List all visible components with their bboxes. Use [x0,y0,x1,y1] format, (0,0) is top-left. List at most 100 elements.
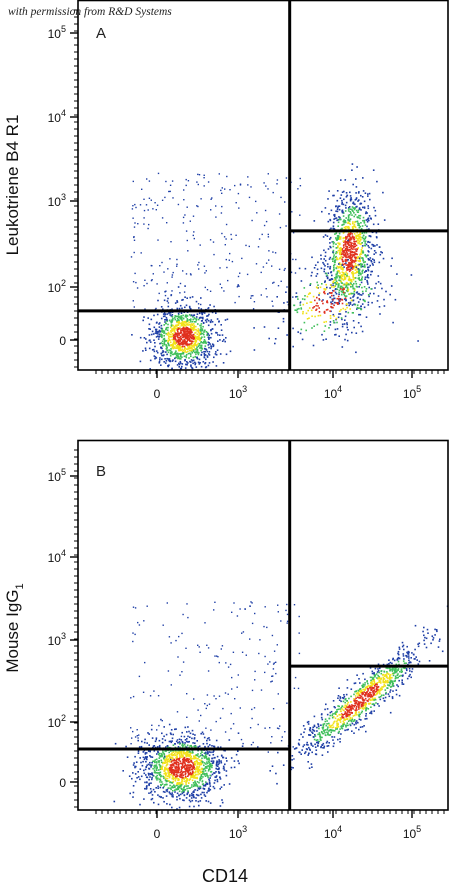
panel-b-pop1-event [386,663,389,666]
panel-b-pop1-event [374,698,377,701]
panel-b-pop0-event [166,803,168,805]
panel-a-pop1-event [346,194,348,197]
panel-b-pop0-event [186,753,188,755]
panel-a-pop1-event [371,270,373,273]
panel-b-pop0-event [150,791,152,794]
panel-b-pop0-event [195,800,197,802]
panel-a-pop2-event [317,314,320,317]
panel-b-pop1-event [381,688,383,691]
panel-a-pop1-event [322,339,325,341]
panel-a-pop2-event [383,305,386,307]
panel-a-pop1-event [359,298,361,301]
panel-a-pop1-event [358,236,361,238]
panel-b-pop0-event [223,784,225,786]
panel-a-pop0-event [221,334,224,336]
panel-a-pop0-event [214,323,216,326]
panel-b-pop1-event [401,681,403,684]
panel-a-pop0-event [191,349,193,352]
panel-a-pop3-event [134,222,136,224]
panel-a-pop3-event [271,265,273,267]
panel-b-pop1-event [406,645,408,648]
panel-a-pop1-event [340,255,343,258]
panel-b-pop0-event [183,777,186,780]
panel-b-pop0-event [200,752,202,755]
panel-a-pop0-event [180,324,183,326]
panel-a-pop3-event [229,252,231,255]
panel-a-pop0-event [186,343,189,345]
panel-a-pop0-event [175,347,178,349]
panel-b-pop1-event [344,724,347,727]
panel-a-pop0-event [177,355,179,358]
panel-a-pop0-event [166,349,168,352]
panel-b-pop0-event [225,770,228,772]
panel-a-pop1-event [347,268,350,271]
panel-a-pop1-event [327,265,329,268]
panel-b-pop1-event [384,689,387,691]
panel-b-pop1-event [375,673,378,675]
panel-a-pop2-event [310,301,313,303]
panel-b-pop0-event [186,731,188,733]
panel-a-pop0-event [197,345,200,348]
panel-b-pop0-event [168,723,171,726]
panel-a-pop3-event [225,223,228,226]
panel-b-pop0-event [167,773,170,776]
panel-a-pop1-event [349,208,352,210]
panel-a-pop1-event [349,214,351,216]
panel-a-pop1-event [327,248,330,250]
panel-a-pop1-event [335,283,337,286]
panel-b-pop0-event [182,766,184,768]
panel-a-pop1-event [355,250,358,252]
panel-b-pop0-event [212,753,215,756]
panel-b-pop1-event [373,673,376,676]
panel-b-pop0-event [175,765,178,768]
panel-b-pop0-event [186,778,189,780]
panel-b-pop0-event [199,773,201,775]
panel-a-pop1-event [358,224,360,227]
panel-b-pop0-event [142,760,144,763]
panel-a-pop1-event [367,193,369,195]
panel-b-pop0-event [161,783,164,785]
panel-b-pop0-event [194,763,197,765]
panel-a-pop0-event [175,324,177,326]
panel-a-pop2-event [318,311,321,313]
panel-a-pop1-event [320,267,323,270]
panel-b-pop0-event [177,751,179,754]
panel-a-pop0-event [178,336,180,339]
panel-a-pop1-event [365,316,368,318]
panel-a-pop1-event [358,272,360,274]
panel-b-pop0-event [214,779,216,782]
panel-a-pop1-event [369,235,372,237]
panel-a-pop2-event [377,295,380,297]
panel-b-pop0-event [186,759,188,762]
panel-b-pop0-event [176,783,178,785]
panel-a-pop1-event [361,276,364,278]
panel-a-pop1-event [368,219,370,222]
panel-a-pop0-event [155,336,158,338]
panel-a-pop0-event [180,367,183,370]
panel-a-pop0-event [171,351,173,353]
panel-a-pop0-event [146,341,148,344]
panel-b-pop1-event [350,701,352,703]
panel-b-pop0-event [181,764,184,766]
panel-b-pop0-event [145,760,147,763]
panel-a-pop0-event [152,348,155,351]
panel-a-pop0-event [172,359,174,361]
panel-a-pop0-event [166,319,168,321]
panel-a-pop3-event [299,185,302,187]
panel-b-pop1-event [408,667,411,670]
panel-b-pop1-event [350,695,352,698]
panel-a-pop0-event [181,341,183,344]
panel-b-pop0-event [194,761,196,763]
panel-b-pop0-event [172,794,174,796]
panel-a-pop0-event [179,339,181,342]
panel-b-pop0-event [211,762,214,764]
panel-b-pop1-event [312,729,315,732]
panel-b-pop0-event [171,754,174,756]
panel-b-pop0-event [162,761,165,764]
panel-a-pop0-event [184,314,187,317]
panel-b-pop1-event [369,712,371,714]
panel-a-pop3-event [172,197,174,199]
panel-a-pop3-event [220,189,222,192]
panel-b-pop0-event [183,780,186,783]
panel-b-pop1-event [374,697,376,700]
